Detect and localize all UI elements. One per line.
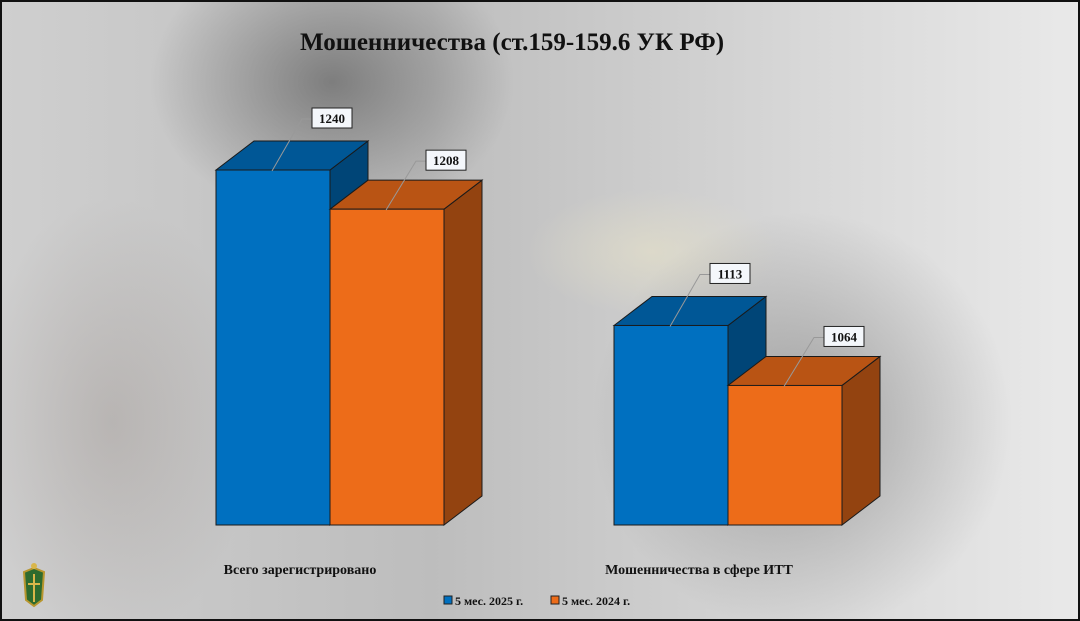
bar-0-1-side [443,179,483,527]
bar-1-1-side [841,355,881,527]
bar-0-1-data-label: 1208 [433,153,460,168]
bar-0-1 [329,208,445,526]
emblem-icon [22,563,46,608]
bar-1-1-leader [783,336,824,387]
bar-1-1 [727,384,843,526]
legend-swatch-0 [443,595,453,605]
bar-0-0 [215,169,331,526]
bar-1-0-data-label: 1113 [718,266,743,281]
legend: 5 мес. 2025 г. 5 мес. 2024 г. [443,594,630,608]
bar-1-0-leader [669,273,710,327]
legend-label-1: 5 мес. 2024 г. [562,594,630,608]
bar-1-0 [613,324,729,526]
bar-0-0-leader [271,118,312,172]
legend-swatch-1 [550,595,560,605]
bar-0-1-label-box [425,149,467,171]
bar-0-0-label-box [311,107,353,129]
category-label-1: Мошенничества в сфере ИТТ [605,563,793,578]
bar-1-0-label-box [709,262,751,284]
bar-1-1-label-box [823,325,865,347]
category-label-0: Всего зарегистрировано [224,563,377,578]
bar-0-1-leader [385,160,426,211]
bar-1-1-data-label: 1064 [831,329,858,344]
legend-label-0: 5 мес. 2025 г. [455,594,523,608]
chart-title: Мошенничества (ст.159-159.6 УК РФ) [300,29,724,56]
bar-0-0-data-label: 1240 [319,111,345,126]
